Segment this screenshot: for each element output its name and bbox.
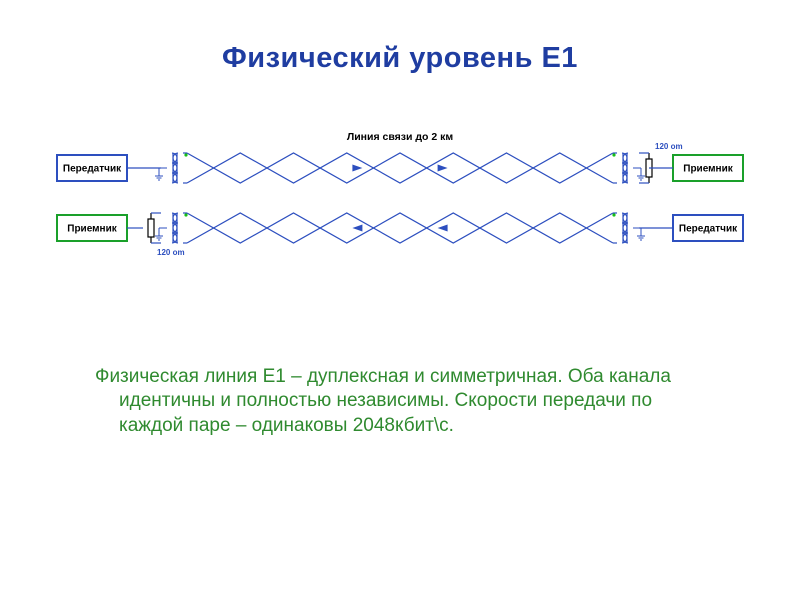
slide-title: Физический уровень Е1 bbox=[0, 42, 800, 75]
arrow-right-icon bbox=[352, 165, 362, 172]
rx-right-box-label: Приемник bbox=[683, 164, 733, 175]
svg-text:Линия связи до 2 км: Линия связи до 2 км bbox=[347, 131, 454, 143]
arrow-left-icon bbox=[352, 225, 362, 232]
tx-left-box-label: Передатчик bbox=[63, 164, 122, 175]
e1-physical-diagram: Линия связи до 2 км Передатчик Приемник При… bbox=[55, 128, 745, 278]
arrow-left-icon bbox=[438, 225, 448, 232]
slide-body: Физическая линия Е1 – дуплексная и симме… bbox=[95, 365, 705, 438]
body-paragraph: Физическая линия Е1 – дуплексная и симме… bbox=[95, 365, 705, 438]
resistor-label: 120 om bbox=[655, 142, 683, 151]
resistor-label: 120 om bbox=[157, 248, 185, 257]
tx-right-box-label: Передатчик bbox=[679, 224, 738, 235]
rx-left-box-label: Приемник bbox=[67, 224, 117, 235]
resistor-120ohm bbox=[148, 219, 154, 237]
arrow-right-icon bbox=[438, 165, 448, 172]
